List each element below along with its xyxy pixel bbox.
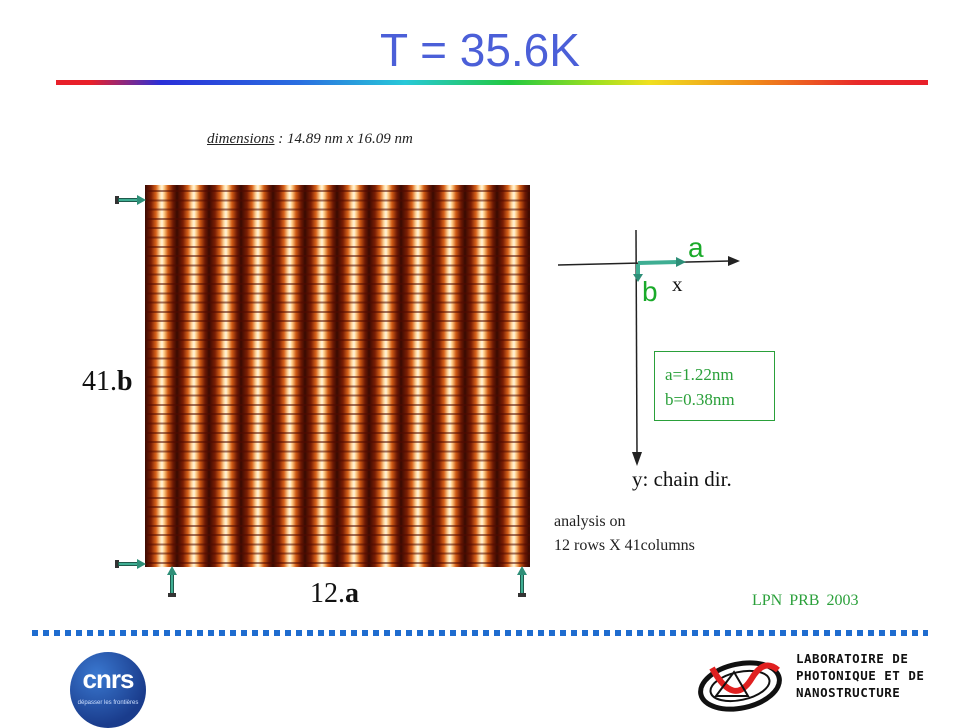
vertical-count-label: 41.b xyxy=(82,366,133,398)
vertical-count: 41. xyxy=(82,366,117,397)
cnrs-logo-subtext: dépasser les frontières xyxy=(77,700,139,706)
reference-citation: LPN PRB 2003 xyxy=(752,592,859,609)
axis-y-label: y: chain dir. xyxy=(632,467,732,491)
cnrs-logo: cnrs dépasser les frontières xyxy=(70,652,146,728)
rainbow-divider xyxy=(56,80,928,85)
vertical-vector: b xyxy=(117,366,133,397)
x-axis-arrowhead xyxy=(728,256,740,266)
b-vector-head xyxy=(633,274,643,282)
top-row-arrow xyxy=(115,195,146,205)
axis-diagram xyxy=(557,229,740,466)
axis-b-label: b xyxy=(642,276,658,307)
a-vector-head xyxy=(676,257,686,267)
cnrs-logo-text: cnrs xyxy=(82,664,135,694)
image-dimensions: dimensions : 14.89 nm x 16.09 nm xyxy=(207,131,413,148)
lpn-logo-text: LABORATOIRE DE PHOTONIQUE ET DE NANOSTRU… xyxy=(796,650,924,701)
y-axis-line xyxy=(635,229,638,455)
lpn-logo-line-1: LABORATOIRE DE xyxy=(796,651,909,666)
bottom-row-arrow xyxy=(115,559,146,569)
lattice-a: a=1.22nm xyxy=(665,365,734,384)
y-axis-arrowhead xyxy=(632,452,642,466)
left-column-arrow xyxy=(167,566,177,597)
axis-a-label: a xyxy=(688,232,704,263)
lattice-constants-box: a=1.22nm b=0.38nm xyxy=(654,351,775,421)
lpn-logo-line-3: NANOSTRUCTURE xyxy=(796,685,901,700)
dimensions-label: dimensions xyxy=(207,131,275,147)
dimensions-value: 14.89 nm x 16.09 nm xyxy=(287,131,413,147)
lattice-b: b=0.38nm xyxy=(665,390,735,409)
axis-x-label: x xyxy=(672,272,683,296)
horizontal-count: 12. xyxy=(310,578,345,609)
dotted-divider xyxy=(32,630,928,636)
analysis-line-1: analysis on xyxy=(554,513,626,530)
a-vector xyxy=(637,260,679,265)
analysis-line-2: 12 rows X 41columns xyxy=(554,537,695,554)
horizontal-count-label: 12.a xyxy=(310,578,359,610)
analysis-note: analysis on 12 rows X 41columns xyxy=(554,510,695,558)
stm-image xyxy=(145,185,530,567)
lpn-logo-line-2: PHOTONIQUE ET DE xyxy=(796,668,925,683)
lpn-logo-icon xyxy=(698,660,782,712)
page-title: T = 35.6K xyxy=(380,24,580,76)
right-column-arrow xyxy=(517,566,527,597)
cnrs-logo-disc xyxy=(70,652,146,728)
horizontal-vector: a xyxy=(345,578,359,609)
dimensions-separator: : xyxy=(274,131,287,147)
